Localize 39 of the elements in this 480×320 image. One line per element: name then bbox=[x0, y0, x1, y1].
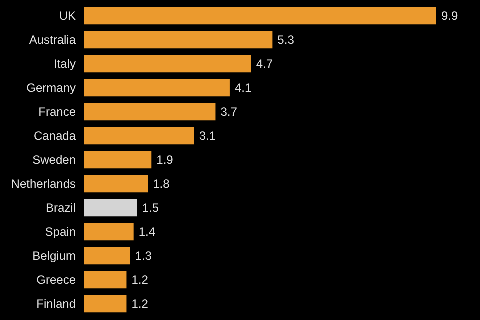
y-tick-label: Belgium bbox=[32, 249, 76, 263]
y-tick-label: Italy bbox=[54, 57, 76, 71]
data-label: 3.7 bbox=[220, 105, 238, 119]
data-label: 1.4 bbox=[138, 225, 156, 239]
bar bbox=[84, 127, 194, 145]
bar bbox=[84, 151, 152, 169]
bar bbox=[84, 31, 273, 49]
data-label: 3.1 bbox=[199, 129, 216, 143]
data-label: 1.8 bbox=[153, 177, 170, 191]
bar bbox=[84, 247, 130, 265]
data-label: 4.7 bbox=[256, 57, 274, 71]
y-tick-label: Greece bbox=[36, 273, 76, 287]
data-label: 4.1 bbox=[234, 81, 252, 95]
bar bbox=[84, 223, 134, 241]
data-label: 1.2 bbox=[132, 297, 149, 311]
bar bbox=[84, 103, 216, 121]
data-label: 1.5 bbox=[142, 201, 160, 215]
y-tick-label: France bbox=[38, 105, 76, 119]
y-tick-label: Brazil bbox=[46, 201, 76, 215]
y-tick-label: Sweden bbox=[32, 153, 76, 167]
y-tick-label: UK bbox=[59, 9, 76, 23]
data-label: 9.9 bbox=[441, 9, 458, 23]
bar bbox=[84, 271, 127, 289]
bar bbox=[84, 175, 148, 193]
data-label: 1.9 bbox=[156, 153, 174, 167]
bar bbox=[84, 7, 436, 25]
y-tick-label: Finland bbox=[36, 297, 76, 311]
bar bbox=[84, 55, 252, 73]
data-label: 5.3 bbox=[278, 33, 295, 47]
y-tick-label: Australia bbox=[29, 33, 76, 47]
bar bbox=[84, 199, 138, 217]
bar bbox=[84, 295, 127, 313]
data-label: 1.3 bbox=[135, 249, 152, 263]
bar bbox=[84, 79, 230, 97]
data-label: 1.2 bbox=[132, 273, 149, 287]
y-tick-label: Canada bbox=[34, 129, 76, 143]
y-tick-label: Germany bbox=[26, 81, 76, 95]
y-tick-label: Netherlands bbox=[11, 177, 76, 191]
y-tick-label: Spain bbox=[45, 225, 76, 239]
